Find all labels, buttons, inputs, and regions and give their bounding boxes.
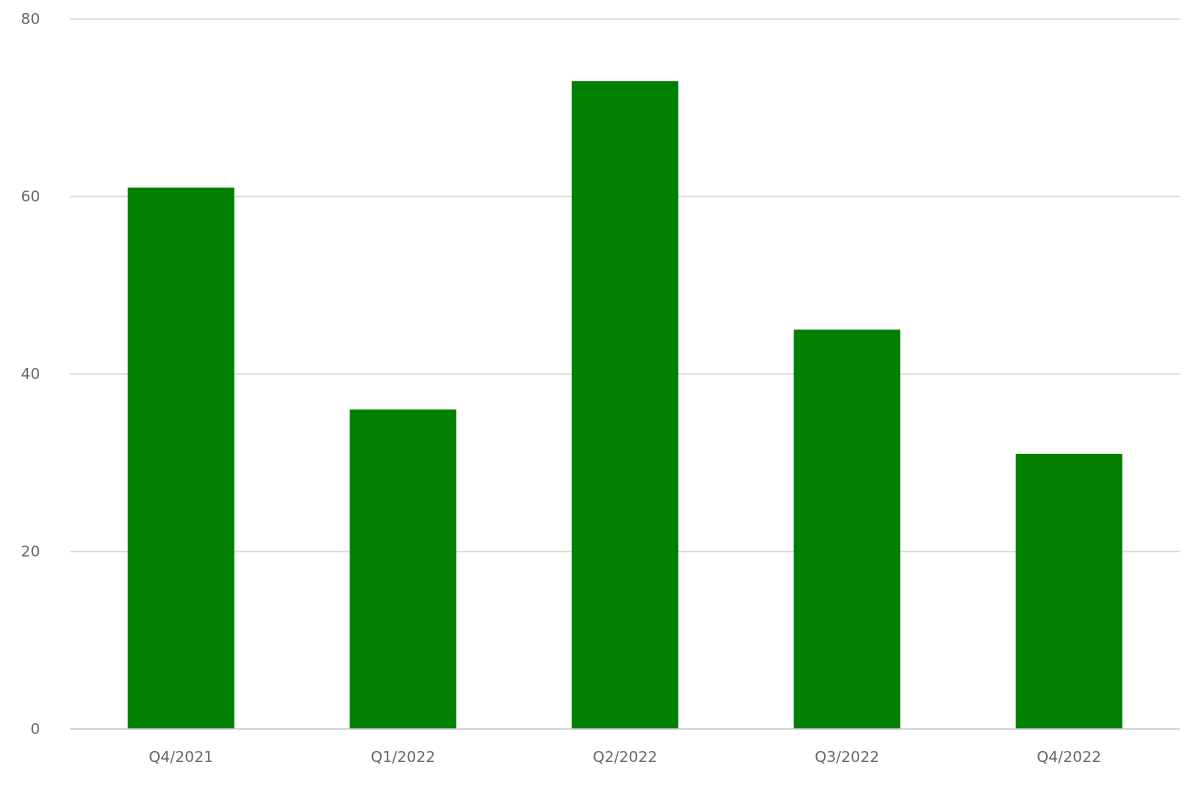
y-tick-label: 80	[21, 10, 40, 28]
y-tick-label: 40	[21, 365, 40, 383]
bar-q4-2021[interactable]	[127, 187, 235, 729]
bar-q3-2022[interactable]	[793, 329, 901, 729]
x-tick-label: Q3/2022	[815, 748, 880, 766]
axes: 0 20 40 60 80 Q4/2021 Q1/2022 Q2/2022 Q3/2022 Q4/…	[21, 10, 1180, 766]
y-tick-label: 60	[21, 188, 40, 206]
x-tick-label: Q4/2021	[149, 748, 214, 766]
y-tick-label: 20	[21, 543, 40, 561]
bar-q4-2022[interactable]	[1015, 453, 1123, 729]
bar-q1-2022[interactable]	[349, 409, 457, 730]
y-tick-label: 0	[30, 720, 40, 738]
bar-q2-2022[interactable]	[571, 81, 679, 729]
bar-series	[127, 81, 1123, 730]
x-tick-label: Q4/2022	[1037, 748, 1102, 766]
x-tick-label: Q1/2022	[371, 748, 436, 766]
x-tick-label: Q2/2022	[593, 748, 658, 766]
